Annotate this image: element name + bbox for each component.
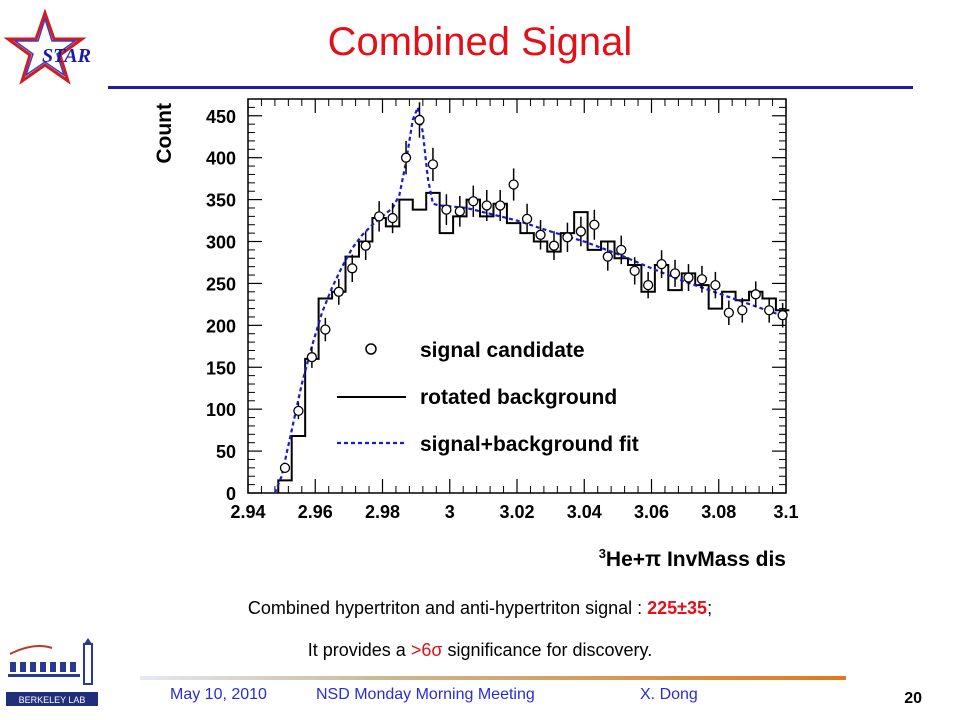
x-tick-label: 3.04 — [567, 502, 602, 522]
x-axis-label-superscript: 3 — [599, 546, 606, 561]
x-tick-label: 2.94 — [230, 502, 265, 522]
footer-date: May 10, 2010 — [170, 686, 267, 703]
y-tick-label: 100 — [206, 400, 236, 420]
signal-candidate-point — [575, 226, 587, 237]
star-logo-text: STAR — [42, 45, 91, 67]
signal-candidate-point — [737, 305, 748, 316]
title-rule — [108, 86, 913, 89]
signal-candidate-point — [642, 279, 654, 291]
signal-candidate-point — [521, 213, 533, 225]
berkeley-lab-logo: BERKELEY LAB — [6, 638, 98, 706]
x-axis-label: 3He+π InvMass dis — [599, 546, 786, 571]
signal-candidate-point — [696, 274, 708, 285]
signal-candidate-point — [548, 240, 560, 251]
footer-author: X. Dong — [640, 686, 698, 703]
signal-candidate-point — [387, 212, 398, 224]
x-axis-label-main: He+π InvMass dis — [606, 548, 786, 571]
signal-candidate-point — [683, 272, 694, 283]
signal-candidate-point — [602, 251, 613, 262]
caption-line-1-prefix: Combined hypertriton and anti-hypertrito… — [247, 598, 648, 618]
signal-candidate-point — [764, 305, 775, 316]
y-tick-label: 400 — [206, 149, 236, 169]
y-tick-label: 250 — [206, 274, 236, 294]
signal-candidate-point — [562, 232, 573, 243]
signal-candidate-point — [468, 196, 479, 207]
signal-candidate-point — [441, 204, 452, 215]
signal-yield: 225±35 — [647, 598, 708, 618]
signal-candidate-point — [279, 462, 291, 474]
y-tick-label: 450 — [206, 107, 236, 127]
signal-candidate-point — [414, 114, 425, 126]
slide-title: Combined Signal — [327, 20, 633, 64]
rotated-background-histogram — [277, 191, 790, 493]
caption-line-2-suffix: significance for discovery. — [442, 640, 653, 660]
signal-candidate-point — [669, 268, 681, 279]
signal-candidate-point — [629, 265, 640, 277]
signal-candidate-point — [347, 263, 358, 274]
signal-candidate-point — [481, 200, 492, 211]
y-tick-label: 300 — [206, 233, 236, 253]
caption-line-1: Combined hypertriton and anti-hypertrito… — [0, 598, 960, 619]
signal-candidate-point — [616, 244, 627, 256]
x-tick-label: 2.98 — [365, 502, 400, 522]
x-tick-label: 3.1 — [773, 502, 798, 522]
footer-bar — [140, 676, 846, 680]
sigma-symbol: σ — [431, 640, 443, 660]
signal-candidate-point — [777, 310, 788, 321]
signal-candidate-point — [373, 211, 385, 222]
caption-line-2: It provides a >6σ significance for disco… — [0, 640, 960, 661]
caption-line-1-suffix: ; — [707, 598, 713, 618]
x-tick-label: 2.96 — [298, 502, 333, 522]
invariant-mass-chart: 2.94 2.96 2.98 3 3.02 3.04 3.06 3.08 3.1 0 50 100 15… — [153, 98, 799, 571]
y-tick-label: 350 — [206, 191, 236, 211]
x-tick-label: 3.02 — [499, 502, 534, 522]
signal-candidate-point — [508, 179, 519, 190]
signal-candidate-point — [400, 152, 412, 163]
signal-candidate-point — [306, 352, 318, 363]
signal-candidate-point — [427, 159, 439, 170]
berkeley-lab-logo-text: BERKELEY LAB — [19, 695, 86, 705]
legend-circle-marker — [365, 343, 377, 355]
signal-candidate-point — [710, 279, 721, 291]
y-tick-label: 50 — [216, 442, 236, 462]
signal-candidate-point — [589, 219, 600, 230]
signal-candidate-point — [750, 289, 761, 300]
caption-line-2-prefix: It provides a — [307, 640, 411, 660]
significance-value: >6 — [410, 640, 432, 660]
signal-candidate-point — [360, 240, 371, 251]
signal-candidate-point — [495, 200, 506, 211]
signal-candidate-point — [320, 324, 331, 335]
signal-candidate-point — [454, 206, 465, 217]
legend-entry-label: signal+background fit — [420, 433, 639, 456]
legend-entry-label: rotated background — [420, 386, 617, 409]
signal-candidate-point — [723, 307, 734, 318]
y-tick-label: 200 — [206, 316, 236, 336]
footer-meeting: NSD Monday Morning Meeting — [316, 686, 535, 703]
signal-candidate-point — [535, 229, 546, 240]
star-logo: STAR — [3, 8, 91, 85]
legend-entry-label: signal candidate — [420, 339, 585, 362]
y-tick-label: 150 — [206, 358, 236, 378]
signal-candidate-point — [333, 286, 344, 297]
signal-candidate-point — [293, 405, 304, 416]
x-tick-label: 3.06 — [634, 502, 669, 522]
legend-box — [335, 330, 707, 460]
page-number: 20 — [904, 690, 922, 707]
y-axis-label: Count — [153, 103, 176, 164]
x-tick-label: 3.08 — [701, 502, 736, 522]
x-tick-label: 3 — [445, 502, 455, 522]
signal-candidate-point — [656, 258, 667, 270]
y-tick-label: 0 — [226, 484, 236, 504]
